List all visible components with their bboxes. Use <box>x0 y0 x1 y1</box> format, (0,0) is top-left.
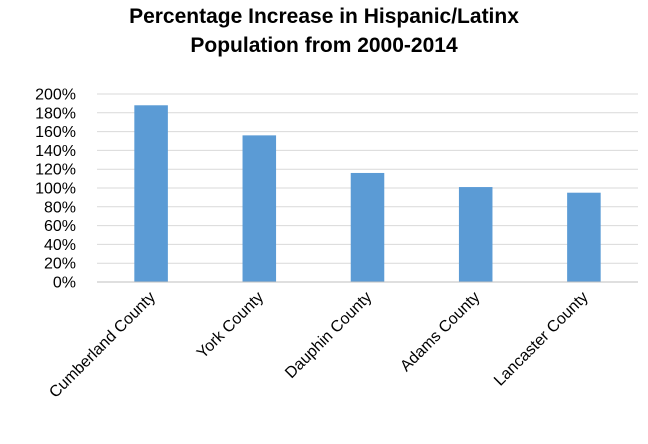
y-tick-label: 40% <box>44 237 76 254</box>
bars <box>134 105 601 282</box>
y-tick-label: 200% <box>35 87 76 104</box>
y-tick-label: 0% <box>53 275 76 292</box>
y-tick-label: 180% <box>35 105 76 122</box>
x-category-label: Dauphin County <box>282 289 375 382</box>
bar <box>458 187 493 282</box>
category-labels: Cumberland County York County Dauphin Coun… <box>46 289 591 402</box>
x-category-label: Adams County <box>397 289 483 375</box>
y-tick-label: 120% <box>35 162 76 179</box>
x-category-label: Cumberland County <box>46 289 159 402</box>
y-tick-label: 160% <box>35 124 76 141</box>
bar <box>242 135 277 282</box>
bar <box>134 105 168 282</box>
bar <box>567 192 601 282</box>
x-category-label: York County <box>194 289 267 362</box>
y-tick-label: 20% <box>44 256 76 273</box>
bar <box>350 172 385 282</box>
x-category-label: Lancaster County <box>491 289 592 390</box>
y-tick-labels: 0% 20% 40% 60% 80%100% 120% 140% 160% 180%200% <box>35 87 76 292</box>
y-tick-label: 80% <box>44 199 76 216</box>
y-tick-label: 60% <box>44 218 76 235</box>
chart-title-line-1: Percentage Increase in Hispanic/Latinx <box>129 5 519 28</box>
y-tick-label: 140% <box>35 143 76 160</box>
y-tick-label: 100% <box>35 181 76 198</box>
chart-title-line-2: Population from 2000-2014 <box>190 34 458 57</box>
